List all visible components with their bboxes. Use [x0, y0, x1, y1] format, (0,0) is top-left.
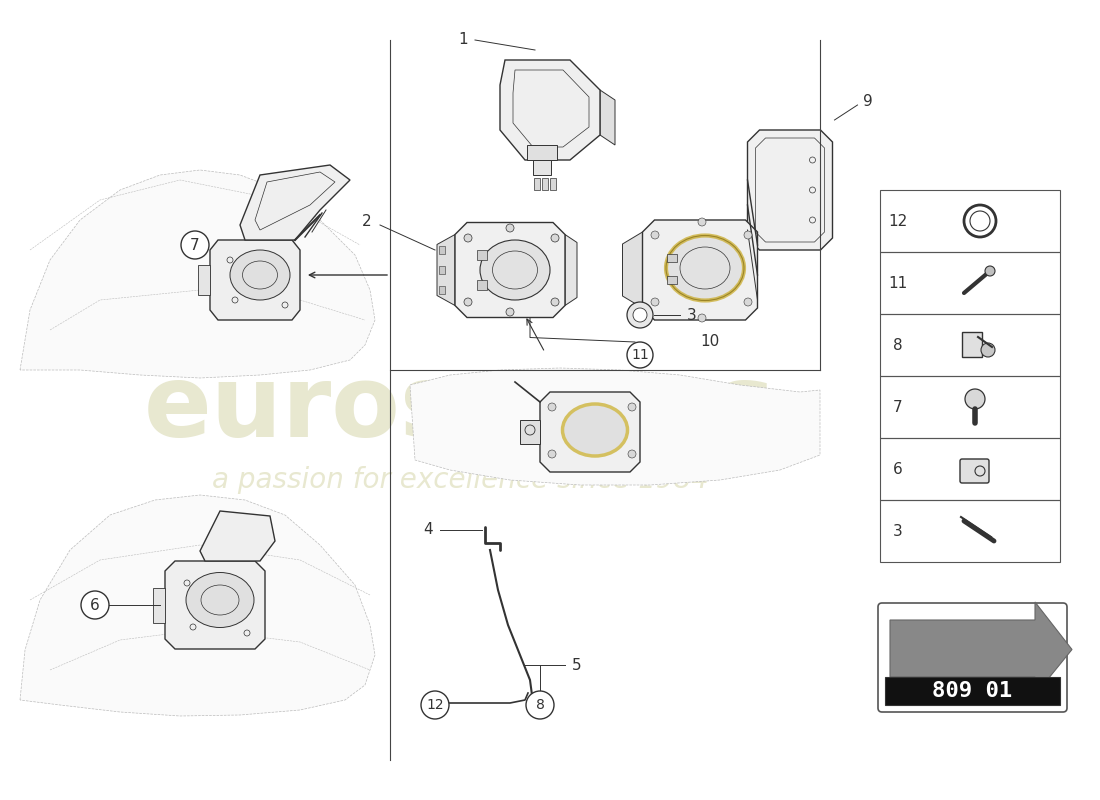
Bar: [534, 160, 551, 175]
Bar: [880, 438, 1060, 500]
Circle shape: [551, 298, 559, 306]
Polygon shape: [437, 234, 455, 306]
Text: 809 01: 809 01: [933, 681, 1013, 701]
Bar: [439, 246, 446, 254]
Bar: [520, 420, 540, 444]
Circle shape: [651, 298, 659, 306]
Bar: [542, 178, 548, 190]
Bar: [880, 500, 1060, 562]
Polygon shape: [540, 392, 640, 472]
Circle shape: [548, 450, 556, 458]
Polygon shape: [600, 90, 615, 145]
Polygon shape: [20, 495, 375, 716]
Text: 10: 10: [701, 334, 719, 350]
Text: 2: 2: [362, 214, 372, 230]
Bar: [477, 250, 487, 260]
Text: 11: 11: [631, 348, 649, 362]
Circle shape: [632, 308, 647, 322]
Polygon shape: [165, 561, 265, 649]
Circle shape: [628, 450, 636, 458]
Bar: [962, 332, 982, 357]
Circle shape: [551, 234, 559, 242]
Circle shape: [744, 298, 752, 306]
Text: eurospares: eurospares: [144, 362, 777, 458]
Polygon shape: [455, 222, 565, 318]
Bar: [439, 286, 446, 294]
Text: 9: 9: [862, 94, 872, 110]
Bar: [880, 376, 1060, 438]
Ellipse shape: [480, 240, 550, 300]
Polygon shape: [240, 165, 350, 240]
Text: 3: 3: [688, 307, 697, 322]
Text: 12: 12: [889, 214, 908, 229]
Ellipse shape: [230, 250, 290, 300]
Circle shape: [651, 231, 659, 239]
Bar: [667, 254, 676, 262]
Bar: [886, 677, 1060, 705]
Text: 8: 8: [536, 698, 544, 712]
Text: 7: 7: [893, 399, 903, 414]
Circle shape: [628, 403, 636, 411]
Bar: [880, 190, 1060, 252]
Text: 1: 1: [459, 33, 468, 47]
Bar: [527, 145, 557, 160]
Bar: [534, 178, 540, 190]
Circle shape: [81, 591, 109, 619]
Text: 5: 5: [572, 658, 582, 673]
Bar: [439, 266, 446, 274]
Circle shape: [182, 231, 209, 259]
Bar: [880, 314, 1060, 376]
Circle shape: [698, 314, 706, 322]
Circle shape: [970, 211, 990, 231]
Text: 6: 6: [893, 462, 903, 477]
Polygon shape: [623, 232, 642, 308]
Polygon shape: [200, 511, 275, 561]
Text: a passion for excellence since 1984: a passion for excellence since 1984: [211, 466, 708, 494]
Bar: [153, 588, 165, 623]
Bar: [550, 178, 556, 190]
Text: 6: 6: [90, 598, 100, 613]
Text: 11: 11: [889, 275, 908, 290]
Text: 4: 4: [424, 522, 432, 538]
Polygon shape: [500, 60, 600, 160]
Bar: [880, 252, 1060, 314]
FancyBboxPatch shape: [878, 603, 1067, 712]
Bar: [477, 280, 487, 290]
Text: 12: 12: [426, 698, 443, 712]
Polygon shape: [748, 130, 833, 250]
Circle shape: [526, 691, 554, 719]
Circle shape: [464, 234, 472, 242]
Polygon shape: [210, 240, 300, 320]
Circle shape: [627, 302, 653, 328]
Ellipse shape: [186, 573, 254, 627]
Bar: [667, 276, 676, 284]
Circle shape: [506, 224, 514, 232]
Circle shape: [627, 342, 653, 368]
Polygon shape: [642, 220, 758, 320]
Text: 7: 7: [190, 238, 200, 253]
Circle shape: [421, 691, 449, 719]
Circle shape: [744, 231, 752, 239]
Ellipse shape: [562, 404, 627, 456]
Circle shape: [981, 343, 996, 357]
Bar: [198, 265, 210, 295]
Polygon shape: [890, 602, 1072, 695]
Text: 3: 3: [893, 523, 903, 538]
Circle shape: [464, 298, 472, 306]
Polygon shape: [410, 368, 820, 485]
Polygon shape: [565, 234, 578, 306]
Circle shape: [965, 389, 985, 409]
Circle shape: [506, 308, 514, 316]
Text: 8: 8: [893, 338, 903, 353]
Circle shape: [984, 266, 996, 276]
FancyBboxPatch shape: [960, 459, 989, 483]
Circle shape: [698, 218, 706, 226]
Polygon shape: [20, 170, 375, 378]
Ellipse shape: [666, 235, 744, 301]
Circle shape: [548, 403, 556, 411]
